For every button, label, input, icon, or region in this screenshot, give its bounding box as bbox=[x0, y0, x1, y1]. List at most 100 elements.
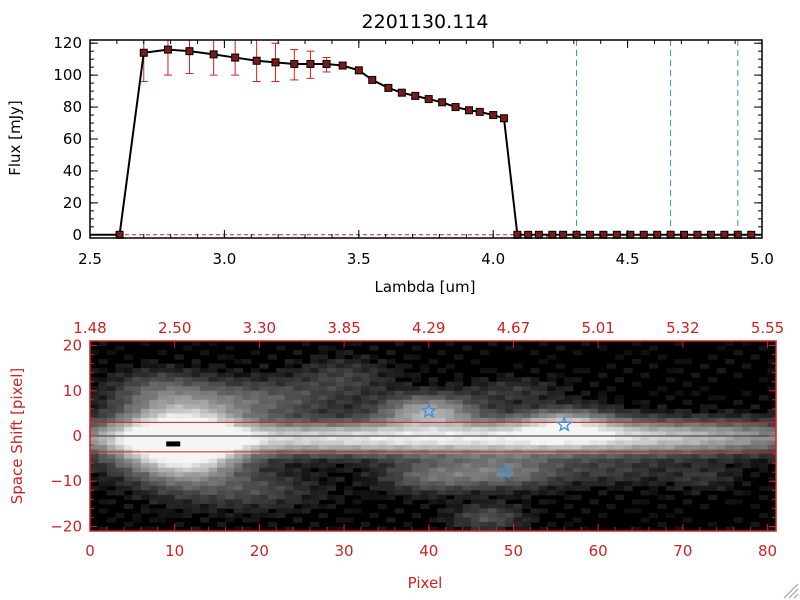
image-pixel bbox=[623, 472, 633, 478]
image-pixel bbox=[437, 390, 447, 396]
image-pixel bbox=[327, 372, 337, 378]
image-pixel bbox=[462, 440, 472, 446]
image-pixel bbox=[301, 404, 311, 410]
image-pixel bbox=[496, 399, 506, 405]
image-pixel bbox=[115, 436, 125, 442]
image-pixel bbox=[572, 517, 582, 523]
image-pixel bbox=[581, 422, 591, 428]
image-pixel bbox=[352, 426, 362, 433]
image-pixel bbox=[200, 440, 210, 446]
image-pixel bbox=[115, 377, 125, 383]
image-pixel bbox=[471, 436, 481, 442]
image-pixel bbox=[547, 485, 557, 491]
image-pixel bbox=[691, 372, 701, 378]
image-pixel bbox=[699, 408, 709, 414]
image-pixel bbox=[538, 341, 548, 347]
image-pixel bbox=[233, 494, 244, 500]
image-pixel bbox=[589, 422, 599, 428]
image-pixel bbox=[488, 472, 498, 478]
image-pixel bbox=[310, 485, 320, 491]
image-pixel bbox=[682, 422, 692, 428]
image-pixel bbox=[648, 476, 659, 482]
image-pixel bbox=[157, 395, 167, 401]
image-pixel bbox=[157, 413, 167, 419]
image-pixel bbox=[420, 395, 430, 401]
image-pixel bbox=[344, 395, 354, 401]
image-pixel bbox=[504, 481, 515, 487]
image-pixel bbox=[361, 390, 371, 396]
image-pixel bbox=[445, 399, 455, 405]
image-pixel bbox=[691, 454, 701, 460]
image-pixel bbox=[581, 454, 591, 460]
image-pixel bbox=[242, 485, 252, 491]
image-pixel bbox=[200, 467, 210, 473]
image-pixel bbox=[369, 404, 379, 410]
image-pixel bbox=[504, 458, 515, 464]
image-pixel bbox=[471, 494, 481, 500]
image-pixel bbox=[538, 431, 548, 437]
image-pixel bbox=[386, 494, 396, 500]
image-pixel bbox=[369, 422, 379, 428]
image-pixel bbox=[606, 445, 616, 451]
image-pixel bbox=[352, 417, 362, 424]
image-pixel bbox=[149, 368, 159, 374]
image-pixel bbox=[225, 390, 235, 396]
image-pixel bbox=[699, 476, 709, 482]
image-pixel bbox=[445, 431, 455, 437]
image-pixel bbox=[335, 381, 345, 387]
image-pixel bbox=[648, 481, 659, 487]
image-pixel bbox=[191, 499, 201, 505]
image-x-tick-label: 70 bbox=[673, 542, 692, 560]
image-pixel bbox=[369, 494, 379, 500]
image-pixel bbox=[123, 431, 133, 437]
image-pixel bbox=[386, 359, 396, 365]
image-pixel bbox=[394, 463, 404, 469]
image-pixel bbox=[149, 413, 159, 419]
image-pixel bbox=[242, 499, 252, 505]
image-pixel bbox=[437, 512, 447, 519]
image-pixel bbox=[98, 499, 108, 505]
image-pixel bbox=[318, 404, 328, 410]
image-pixel bbox=[691, 440, 701, 446]
image-pixel bbox=[725, 431, 735, 437]
image-pixel bbox=[564, 381, 574, 387]
image-pixel bbox=[386, 485, 396, 491]
image-pixel bbox=[437, 463, 447, 469]
image-pixel bbox=[742, 413, 752, 419]
image-pixel bbox=[208, 476, 218, 482]
image-pixel bbox=[242, 472, 252, 478]
image-pixel bbox=[335, 454, 345, 460]
image-pixel bbox=[293, 417, 303, 424]
image-pixel bbox=[572, 395, 582, 401]
image-pixel bbox=[742, 417, 752, 424]
resize-grip-icon[interactable] bbox=[783, 583, 799, 599]
image-pixel bbox=[403, 354, 413, 360]
image-pixel bbox=[759, 431, 769, 437]
image-x-tick-label: 10 bbox=[165, 542, 184, 560]
image-pixel bbox=[132, 467, 142, 473]
image-pixel bbox=[403, 472, 413, 478]
image-pixel bbox=[555, 431, 565, 437]
image-pixel bbox=[454, 454, 464, 460]
image-pixel bbox=[657, 404, 667, 410]
image-pixel bbox=[725, 458, 735, 464]
image-pixel bbox=[242, 395, 252, 401]
image-pixel bbox=[327, 436, 337, 442]
image-pixel bbox=[225, 372, 235, 378]
image-pixel bbox=[166, 445, 176, 451]
image-pixel bbox=[369, 417, 379, 424]
image-pixel bbox=[166, 512, 176, 519]
image-pixel bbox=[166, 503, 176, 509]
image-pixel bbox=[115, 368, 125, 374]
image-pixel bbox=[310, 363, 320, 369]
image-pixel bbox=[674, 445, 684, 451]
image-pixel bbox=[615, 399, 625, 405]
image-pixel bbox=[267, 426, 277, 433]
image-pixel bbox=[157, 381, 167, 387]
image-pixel bbox=[242, 508, 252, 514]
image-pixel bbox=[411, 399, 421, 405]
image-pixel bbox=[454, 408, 464, 414]
image-pixel bbox=[200, 395, 210, 401]
image-pixel bbox=[632, 508, 642, 514]
image-pixel bbox=[327, 404, 337, 410]
